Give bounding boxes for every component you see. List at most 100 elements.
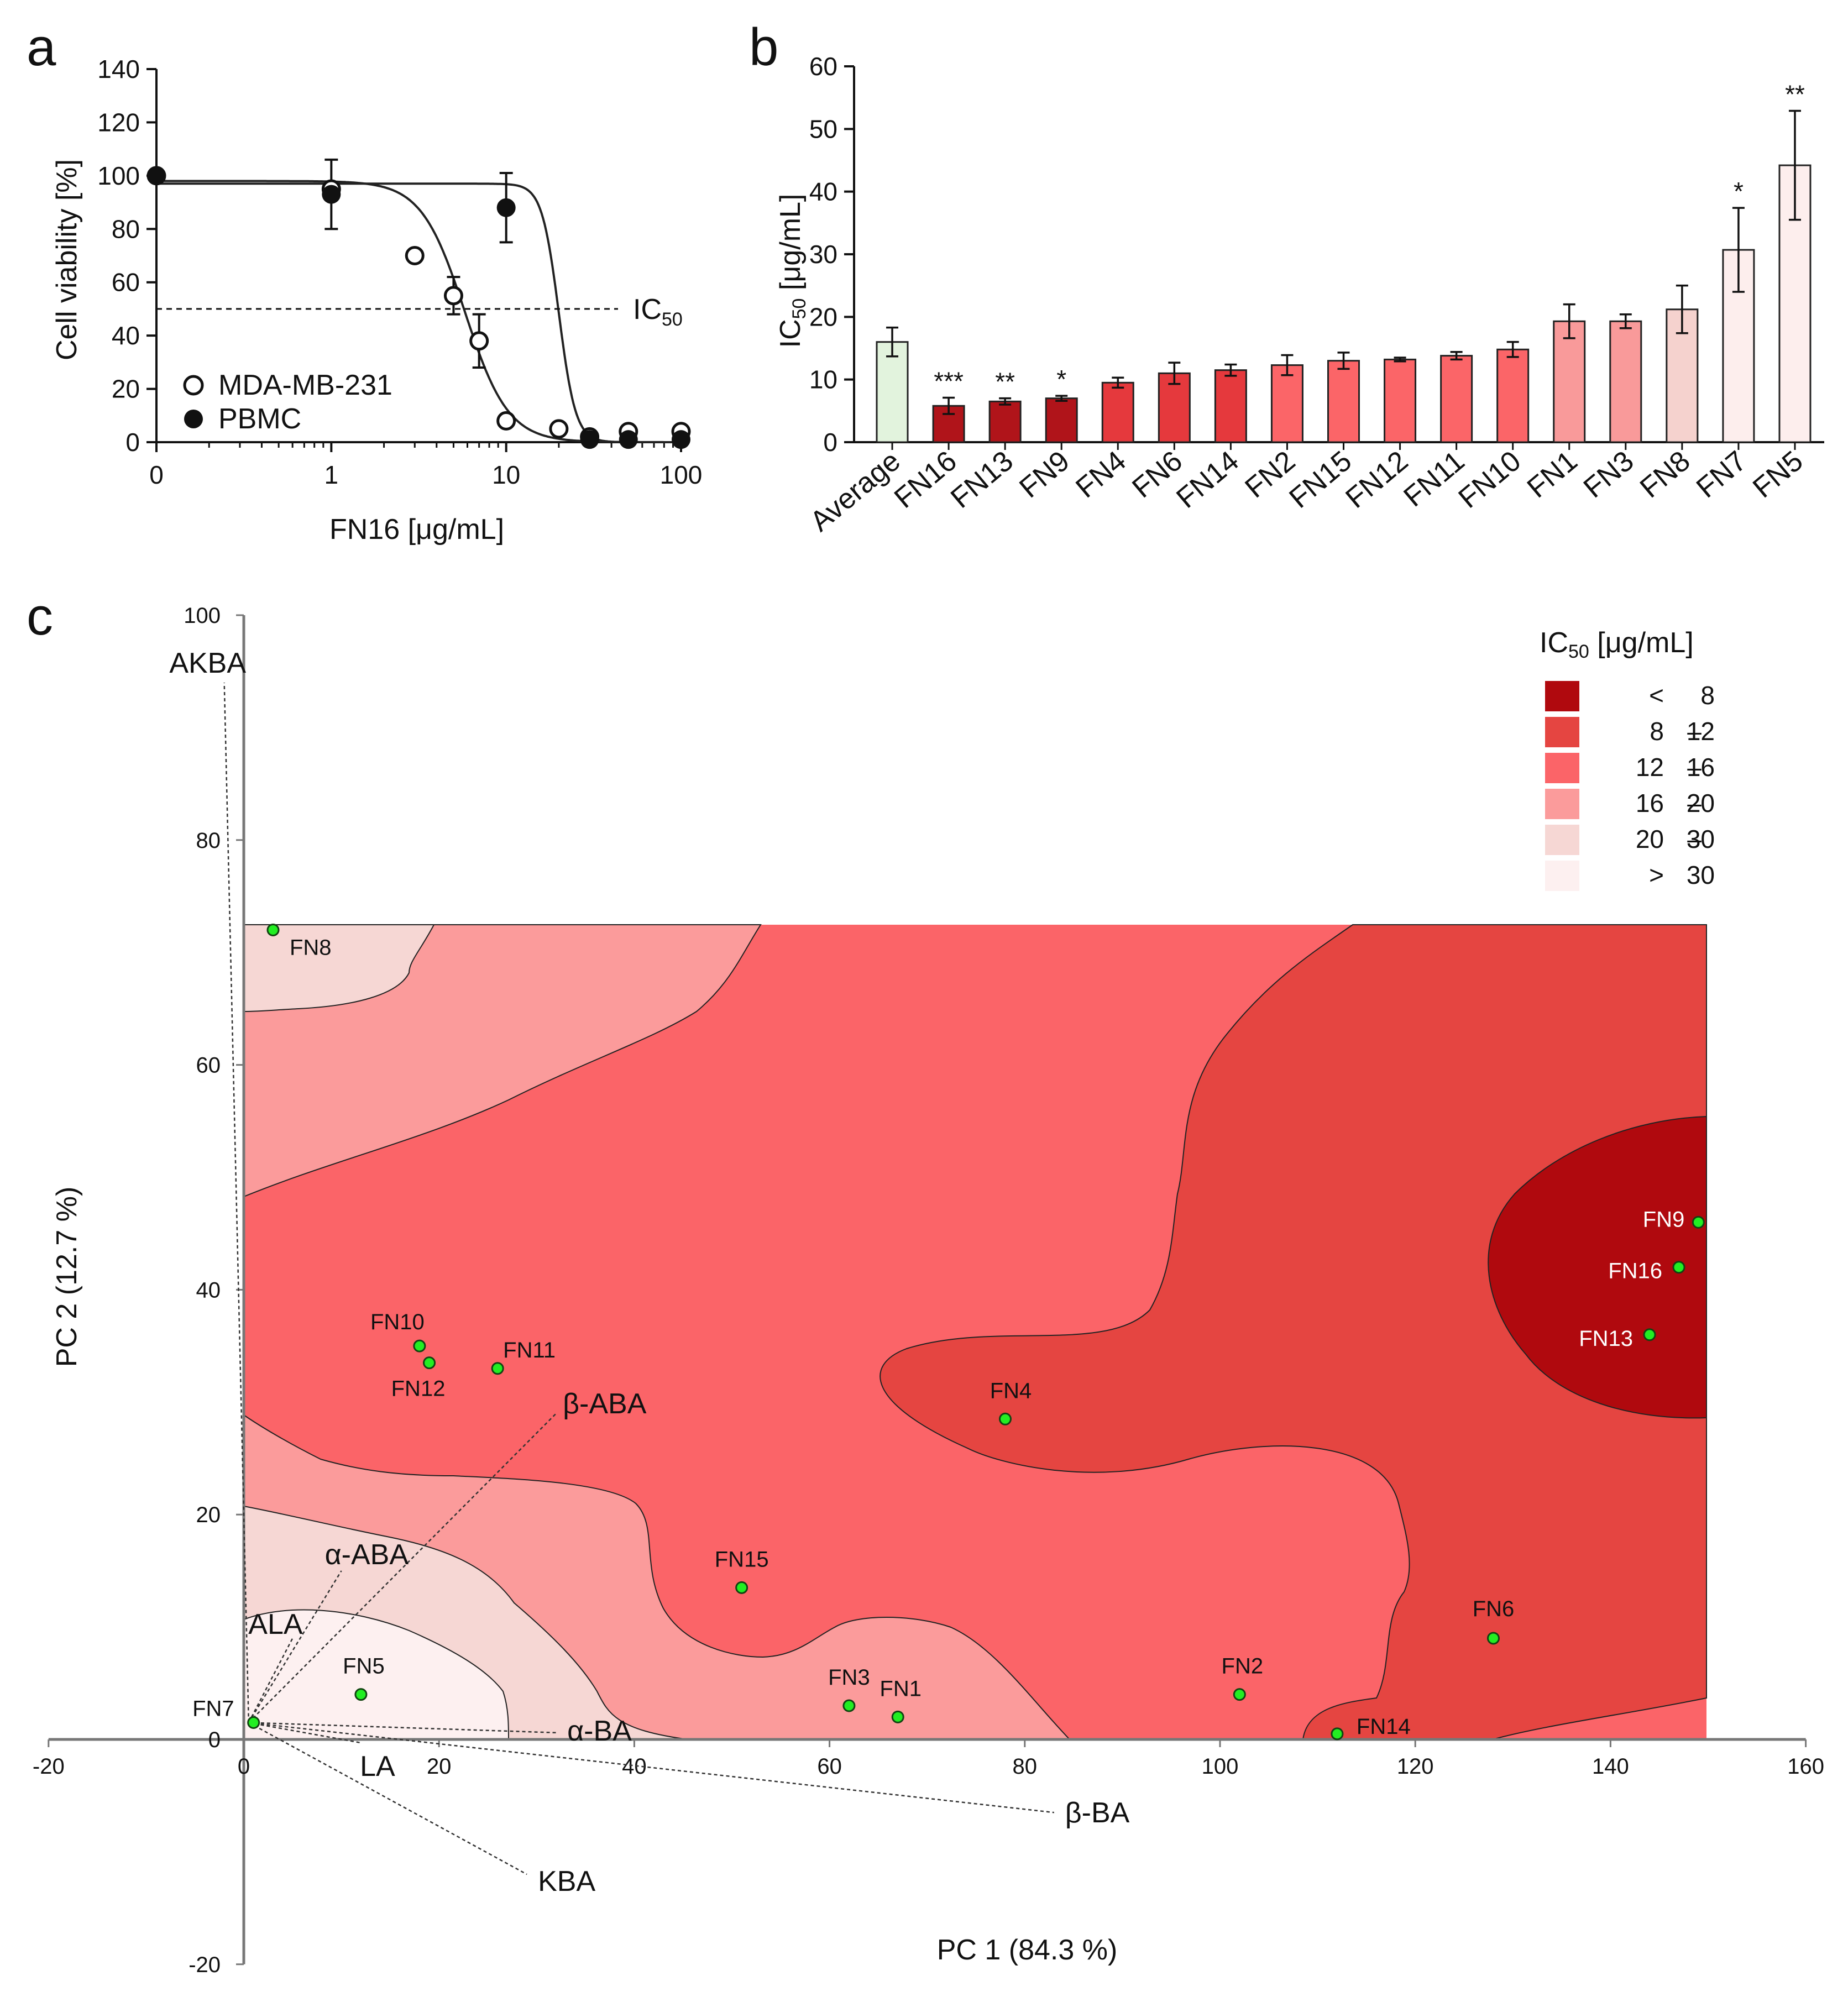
a-x-tick-label: 100	[660, 460, 703, 489]
pc-point-fn13	[1643, 1328, 1656, 1341]
c-x-axis-title: PC 1 (84.3 %)	[937, 1934, 1118, 1966]
c-y-tick-label: 40	[196, 1278, 221, 1302]
b-category-label: FN16	[888, 445, 963, 515]
b-y-tick-label: 50	[809, 114, 837, 143]
pc-point-fn6	[1486, 1632, 1500, 1645]
a-point-pbmc	[580, 430, 599, 449]
pc-point-label: FN2	[1222, 1654, 1264, 1679]
c-x-tick-label: 60	[817, 1754, 842, 1779]
contour-region-20-30-top	[243, 924, 435, 1013]
loading-vector	[223, 683, 250, 1723]
legend-range-low: 20	[1636, 825, 1664, 853]
loading-label: α-BA	[567, 1715, 632, 1747]
panel-b-letter: b	[749, 18, 778, 77]
legend-range-high: 8	[1700, 681, 1715, 710]
a-x-tick-label: 0	[149, 460, 164, 489]
c-y-tick-label: 20	[196, 1503, 221, 1527]
a-point-mda	[496, 411, 516, 431]
pc-point-fn11	[491, 1362, 504, 1375]
loading-label: α-ABA	[325, 1539, 409, 1571]
legend-swatch	[1545, 681, 1579, 711]
pc-point-fn3	[842, 1699, 856, 1712]
pc-point-label: FN3	[828, 1665, 870, 1690]
pc-point-fn7	[247, 1716, 260, 1729]
b-category-label: FN7	[1690, 445, 1753, 505]
pc-point-label: FN13	[1579, 1327, 1633, 1351]
a-point-pbmc	[672, 430, 690, 449]
b-bar-fn2	[1270, 364, 1303, 443]
pc-point-label: FN4	[990, 1378, 1032, 1403]
pc-point-label: FN15	[715, 1547, 769, 1571]
c-x-tick-label: 100	[1202, 1754, 1239, 1779]
pc-point-fn2	[1233, 1688, 1246, 1701]
legend-swatch	[1545, 861, 1579, 891]
legend-range-dash: –	[1687, 753, 1702, 782]
loading-vector	[248, 1570, 342, 1723]
legend-swatch	[1545, 789, 1579, 819]
b-y-tick-label: 30	[809, 240, 837, 269]
pc-point-label: FN8	[290, 936, 332, 960]
a-point-mda	[469, 331, 489, 351]
legend-range-dash: –	[1687, 789, 1702, 817]
a-point-pbmc	[496, 198, 516, 217]
c-x-tick-label: -20	[33, 1754, 65, 1779]
b-significance: *	[1056, 365, 1066, 394]
loading-vector	[248, 1638, 294, 1723]
legend-range-low: 12	[1636, 753, 1664, 782]
legend-label-mda: MDA-MB-231	[218, 369, 392, 401]
b-category-label: FN3	[1578, 445, 1640, 505]
panel-c-letter: c	[27, 587, 53, 646]
b-bar-fn1	[1553, 320, 1586, 443]
c-x-tick-label: 160	[1787, 1754, 1824, 1779]
legend-label-pbmc: PBMC	[218, 403, 301, 435]
panel-a-letter: a	[27, 18, 56, 77]
a-y-tick-label: 140	[97, 55, 140, 83]
c-legend-title: IC50 [μg/mL]	[1540, 627, 1694, 662]
legend-range-high: 12	[1687, 717, 1715, 746]
legend-range-low: >	[1649, 861, 1664, 889]
b-category-label: FN8	[1634, 445, 1697, 505]
a-point-pbmc	[322, 185, 341, 204]
c-x-tick-label: 80	[1013, 1754, 1038, 1779]
a-x-tick-label: 1	[324, 460, 339, 489]
a-point-pbmc	[147, 166, 166, 185]
a-point-mda	[443, 286, 463, 306]
b-y-tick-label: 60	[809, 52, 837, 81]
b-bar-average	[876, 341, 909, 443]
b-category-label: FN13	[945, 445, 1019, 515]
pc-point-fn4	[998, 1412, 1012, 1425]
loading-vector	[248, 1722, 362, 1744]
pc-point-label: FN1	[879, 1676, 922, 1701]
pc-point-label: FN16	[1608, 1259, 1662, 1283]
a-point-mda	[549, 419, 569, 439]
legend-range-high: 30	[1687, 861, 1715, 889]
c-x-tick-label: 120	[1397, 1754, 1434, 1779]
b-significance: **	[995, 368, 1015, 396]
b-category-label: FN4	[1070, 445, 1132, 505]
legend-range-low: 16	[1636, 789, 1664, 817]
legend-swatch	[1545, 825, 1579, 855]
b-bar-fn10	[1496, 348, 1530, 443]
pc-point-fn10	[413, 1339, 426, 1353]
pc-point-fn9	[1692, 1215, 1705, 1229]
c-y-tick-label: 80	[196, 829, 221, 853]
pc-point-label: FN6	[1473, 1597, 1515, 1621]
a-point-mda	[405, 246, 425, 265]
legend-swatch	[1545, 753, 1579, 783]
panel-a-chart: 0 20 40 60 80 100 120 140 0 1 10 100 IC50 MDA-MB-23…	[51, 55, 702, 546]
loading-label: AKBA	[169, 647, 246, 679]
c-y-axis-title: PC 2 (12.7 %)	[51, 1187, 83, 1367]
legend-range-low: <	[1649, 681, 1664, 710]
b-bar-fn11	[1440, 355, 1473, 443]
b-category-label: FN15	[1284, 445, 1358, 515]
legend-range-dash: –	[1687, 717, 1702, 746]
b-category-label: FN11	[1398, 445, 1471, 513]
pc-point-label: FN5	[343, 1654, 385, 1679]
b-significance: *	[1734, 177, 1744, 206]
legend-open-marker	[183, 375, 204, 396]
a-y-tick-label: 60	[112, 268, 140, 297]
a-point-pbmc	[619, 430, 638, 449]
panel-c-chart: -20 0 20 40 60 80 100 120 140 160-20020406080100 …	[33, 604, 1824, 1977]
c-x-tick-label: 0	[238, 1754, 250, 1779]
